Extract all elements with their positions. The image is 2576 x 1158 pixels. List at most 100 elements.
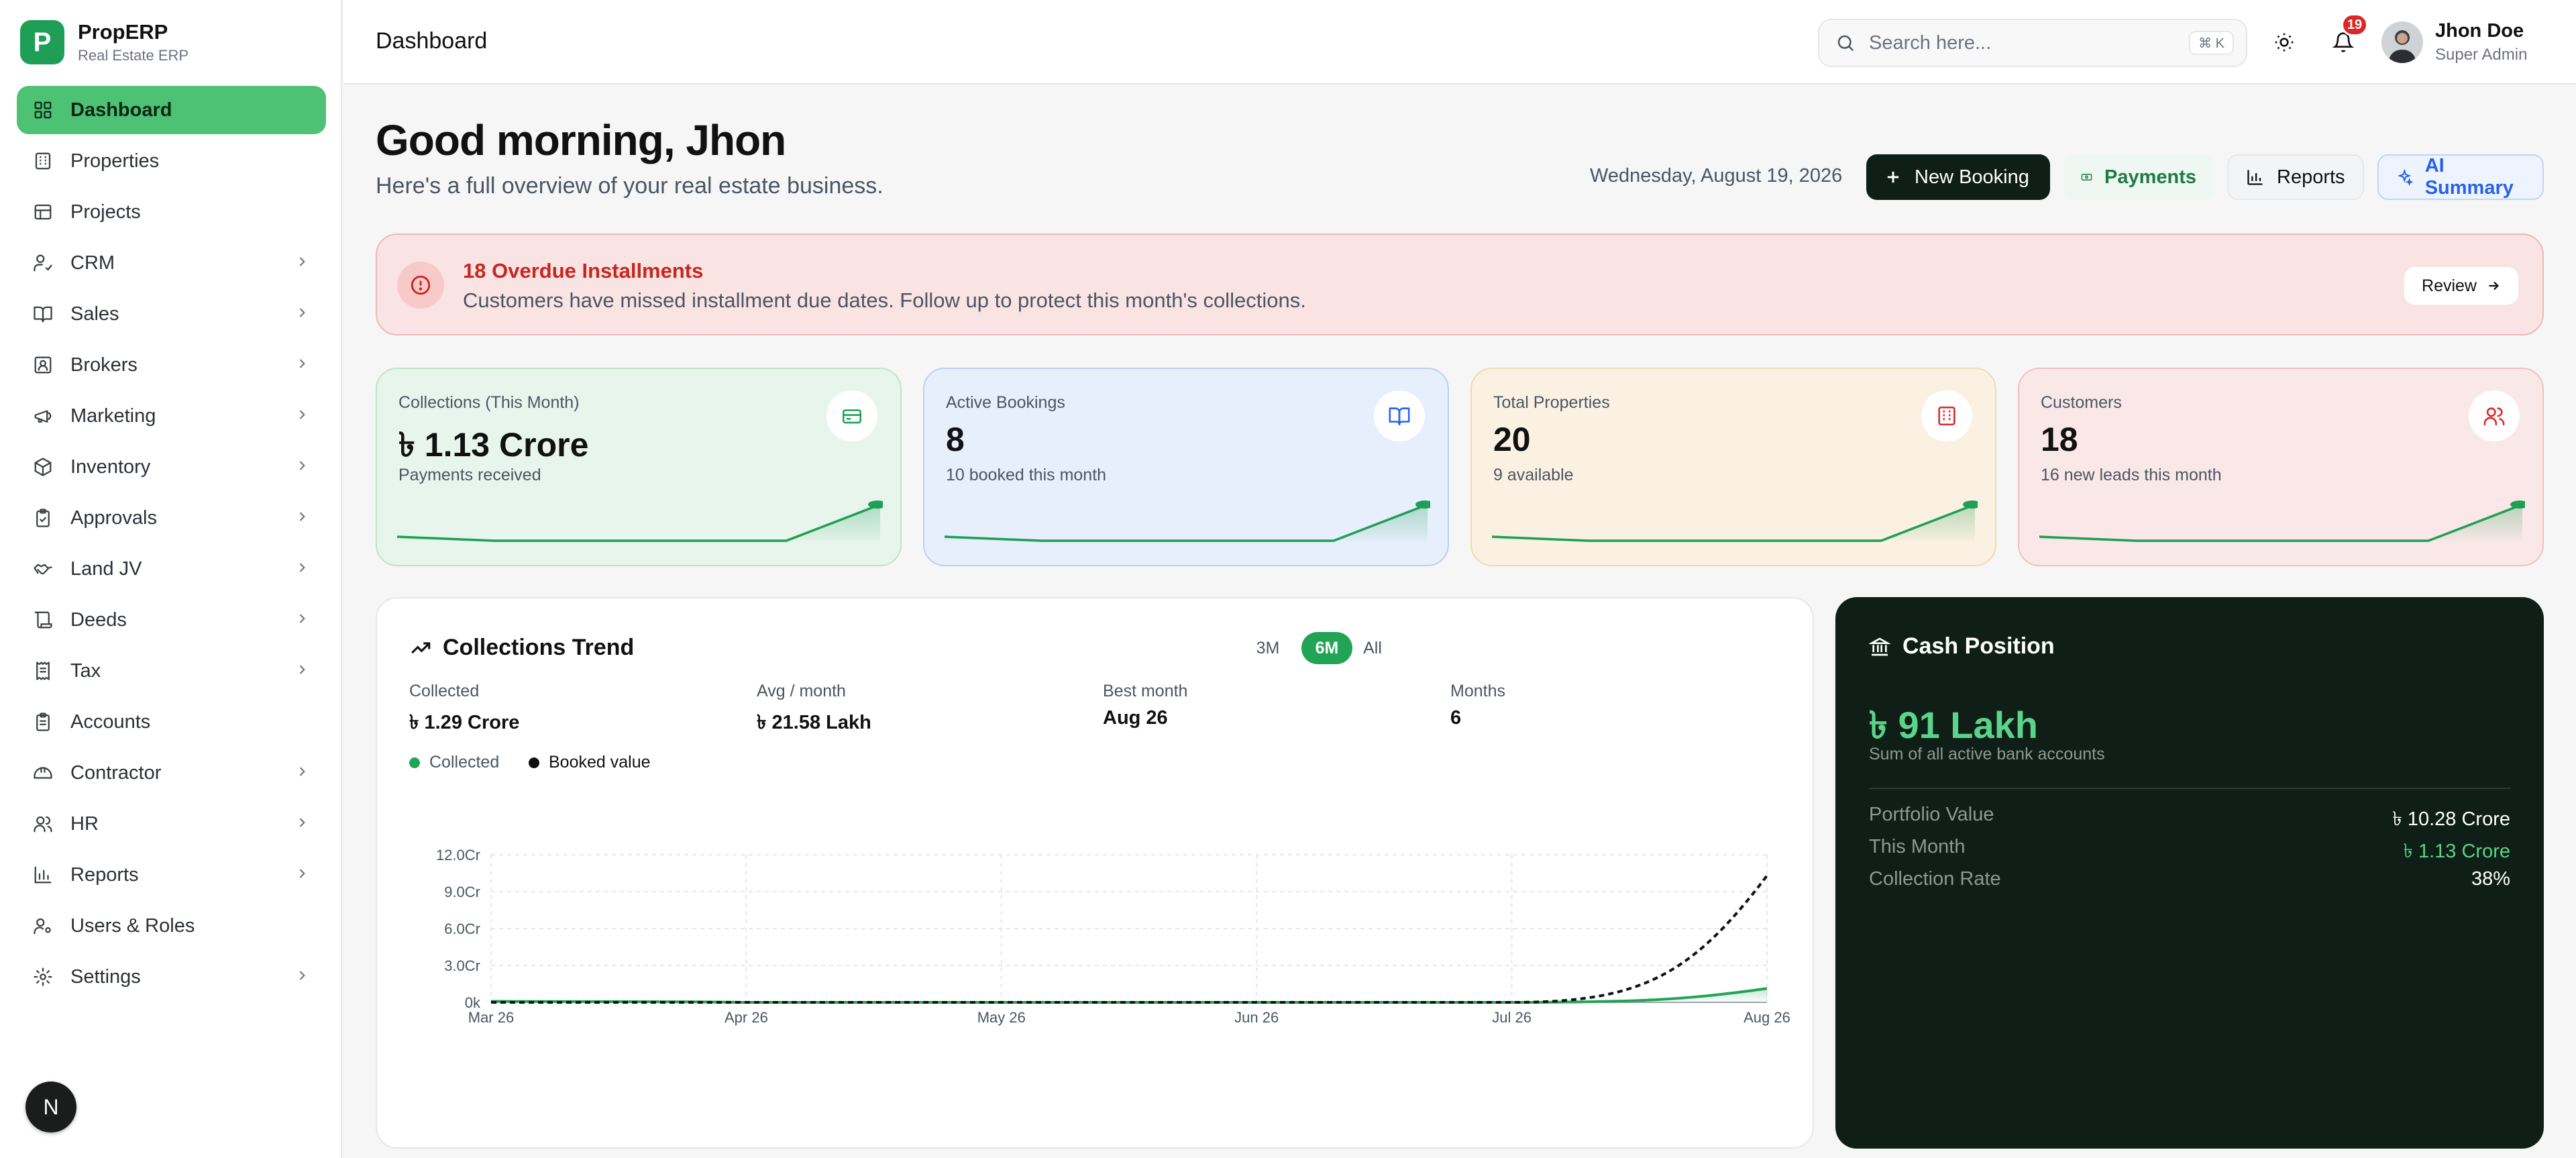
sidebar-item-accounts[interactable]: Accounts [17, 698, 326, 746]
stat-card[interactable]: Total Properties 20 9 available [1470, 368, 1996, 566]
scroll-icon [33, 610, 53, 630]
sidebar-item-deeds[interactable]: Deeds [17, 596, 326, 644]
sidebar-item-brokers[interactable]: Brokers [17, 341, 326, 389]
collections-trend-card: Collections Trend 3M 6M All Collected ৳ 1.2… [376, 597, 1814, 1149]
sidebar-item-label: CRM [70, 252, 115, 274]
kpi-label: Months [1450, 682, 1505, 700]
review-button[interactable]: Review [2404, 267, 2518, 305]
megaphone-icon [33, 406, 53, 426]
stat-value: 8 [946, 421, 965, 458]
theme-toggle-button[interactable] [2269, 27, 2300, 58]
package-icon [33, 457, 53, 477]
trending-up-icon [411, 641, 431, 653]
y-tick-label: 6.0Cr [444, 920, 480, 937]
sparkline-area [2039, 505, 2522, 541]
user-avatar[interactable] [2381, 21, 2423, 63]
new-booking-button[interactable]: New Booking [1866, 154, 2050, 200]
sidebar-item-label: Sales [70, 303, 119, 325]
sparkline-area [945, 505, 1428, 541]
stat-card[interactable]: Customers 18 16 new leads this month [2018, 368, 2544, 566]
stat-sub: 16 new leads this month [2041, 466, 2222, 484]
plus-icon [1887, 171, 1899, 183]
footer-avatar[interactable]: N [25, 1082, 76, 1133]
cash-position-card: Cash Position ৳ 91 Lakh Sum of all activ… [1835, 597, 2544, 1149]
clipboard-list-icon [33, 712, 53, 732]
sidebar-item-inventory[interactable]: Inventory [17, 443, 326, 491]
sidebar-item-properties[interactable]: Properties [17, 137, 326, 185]
y-tick-label: 9.0Cr [444, 884, 480, 900]
sidebar-item-users-roles[interactable]: Users & Roles [17, 902, 326, 950]
hard-hat-icon [33, 763, 53, 783]
stat-value: ৳ 1.13 Crore [398, 426, 589, 464]
search-placeholder: Search here... [1869, 32, 1992, 54]
sidebar-item-approvals[interactable]: Approvals [17, 494, 326, 542]
stat-card[interactable]: Collections (This Month) ৳ 1.13 Crore Paym… [376, 368, 902, 566]
building-icon [33, 151, 53, 171]
sparkline [397, 501, 883, 542]
legend-item: Booked value [529, 753, 651, 772]
range-6m-button[interactable]: 6M [1301, 632, 1352, 664]
ai-summary-button[interactable]: AI Summary [2377, 154, 2544, 200]
sidebar-item-sales[interactable]: Sales [17, 290, 326, 338]
cash-amount: ৳ 91 Lakh [1869, 704, 2039, 746]
sidebar-item-label: HR [70, 812, 99, 835]
x-tick-label: May 26 [977, 1009, 1026, 1026]
sidebar: P PropERP Real Estate ERP Dashboard Prope… [0, 0, 342, 1158]
range-all-button[interactable]: All [1363, 638, 1382, 657]
sidebar-item-crm[interactable]: CRM [17, 239, 326, 287]
sidebar-item-dashboard[interactable]: Dashboard [17, 86, 326, 134]
sidebar-item-marketing[interactable]: Marketing [17, 392, 326, 440]
x-tick-label: Jun 26 [1234, 1009, 1279, 1026]
sparkline-end-dot [1415, 501, 1430, 509]
legend-label: Collected [429, 753, 500, 772]
reports-label: Reports [2277, 166, 2345, 188]
cash-row-value: 38% [2471, 868, 2510, 890]
users-icon [33, 814, 53, 834]
cash-row: This Month ৳ 1.13 Crore [1869, 836, 2510, 862]
chevron-right-icon [299, 869, 305, 878]
sparkline [1492, 501, 1978, 542]
sidebar-item-contractor[interactable]: Contractor [17, 749, 326, 797]
id-card-icon [33, 355, 53, 375]
sidebar-item-reports[interactable]: Reports [17, 851, 326, 899]
legend-dot [409, 757, 420, 768]
cash-title-label: Cash Position [1902, 633, 2055, 659]
current-date: Wednesday, August 19, 2026 [1590, 165, 1843, 187]
brand[interactable]: P PropERP Real Estate ERP [20, 20, 189, 64]
sidebar-item-hr[interactable]: HR [17, 800, 326, 848]
sparkline-end-dot [1963, 501, 1978, 509]
layout-icon [33, 202, 53, 222]
search-input[interactable]: Search here... ⌘ K [1818, 19, 2247, 67]
legend-item: Collected [409, 753, 499, 772]
sparkline-line [945, 503, 1428, 542]
banknote-icon [2081, 174, 2092, 180]
series-line-booked-value [491, 874, 1768, 1004]
sidebar-item-settings[interactable]: Settings [17, 953, 326, 1001]
sparkline-end-dot [2510, 501, 2525, 509]
legend-dot [529, 757, 539, 768]
sidebar-item-label: Deeds [70, 609, 127, 631]
payments-button[interactable]: Payments [2063, 154, 2214, 200]
legend-label: Booked value [549, 753, 651, 772]
ai-summary-label: AI Summary [2424, 155, 2514, 199]
notifications-button[interactable] [2328, 27, 2359, 58]
sparkline-area [1492, 505, 1975, 541]
chevron-right-icon [299, 971, 305, 980]
chevron-right-icon [299, 359, 305, 368]
sidebar-item-label: Inventory [70, 456, 151, 478]
range-3m-button[interactable]: 3M [1256, 638, 1280, 657]
stat-card[interactable]: Active Bookings 8 10 booked this month [923, 368, 1449, 566]
cash-row-label: This Month [1869, 836, 1966, 857]
x-tick-label: Apr 26 [724, 1009, 768, 1026]
sidebar-item-projects[interactable]: Projects [17, 188, 326, 236]
sparkles-icon [2397, 168, 2413, 187]
sidebar-item-land-jv[interactable]: Land JV [17, 545, 326, 593]
reports-button[interactable]: Reports [2227, 154, 2364, 200]
trend-title: Collections Trend [409, 635, 634, 661]
stat-label: Collections (This Month) [398, 393, 580, 412]
bar-chart-icon [2247, 170, 2263, 185]
chevron-right-icon [299, 308, 305, 317]
sidebar-item-tax[interactable]: Tax [17, 647, 326, 695]
x-tick-label: Aug 26 [1743, 1009, 1790, 1026]
sidebar-item-label: Accounts [70, 710, 151, 733]
